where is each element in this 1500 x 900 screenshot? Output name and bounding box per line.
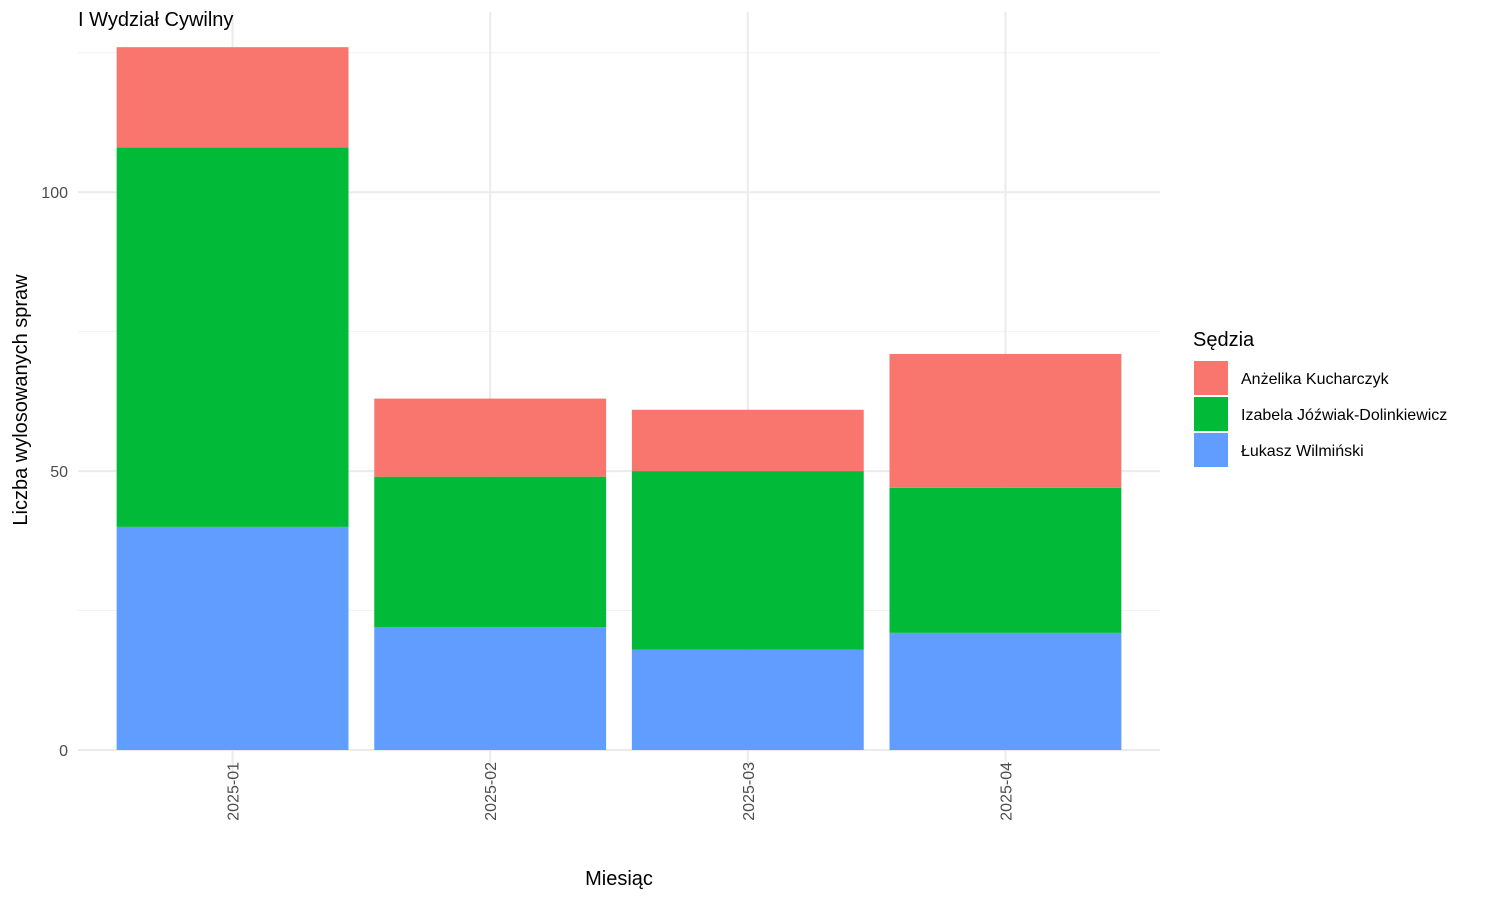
x-tick-label: 2025-04 <box>998 762 1015 821</box>
bars <box>116 47 1122 750</box>
bar-segment <box>116 147 349 527</box>
legend-label: Anżelika Kucharczyk <box>1241 371 1390 388</box>
legend-label: Izabela Jóźwiak-Dolinkiewicz <box>1241 407 1447 424</box>
x-tick-label: 2025-02 <box>483 762 500 821</box>
legend-key <box>1194 361 1228 395</box>
bar-segment <box>374 476 607 628</box>
legend-key <box>1194 397 1228 431</box>
bar-segment <box>374 627 607 750</box>
bar-segment <box>889 487 1122 633</box>
y-axis-ticks: 0 50 100 <box>41 185 68 760</box>
legend-label: Łukasz Wilmiński <box>1241 443 1364 460</box>
x-axis-ticks: 2025-01 2025-02 2025-03 2025-04 <box>226 762 1016 821</box>
y-axis-title: Liczba wylosowanych spraw <box>10 274 32 526</box>
legend-title: Sędzia <box>1193 329 1255 351</box>
x-axis-title: Miesiąc <box>585 868 653 890</box>
bar-segment <box>889 632 1122 750</box>
x-tick-label: 2025-03 <box>741 762 758 821</box>
bar-segment <box>374 398 607 477</box>
x-tick-label: 2025-01 <box>226 762 243 821</box>
y-tick-label: 0 <box>59 743 68 760</box>
bar-segment <box>631 649 864 750</box>
bar-segment <box>889 353 1122 488</box>
bar-segment <box>116 47 349 148</box>
chart-title: I Wydział Cywilny <box>78 9 233 31</box>
bar-segment <box>631 409 864 472</box>
y-tick-label: 50 <box>50 464 68 481</box>
legend: Sędzia Anżelika Kucharczyk Izabela Jóźwia… <box>1193 329 1447 467</box>
bar-segment <box>631 471 864 650</box>
legend-key <box>1194 433 1228 467</box>
bar-segment <box>116 526 349 750</box>
y-tick-label: 100 <box>41 185 68 202</box>
